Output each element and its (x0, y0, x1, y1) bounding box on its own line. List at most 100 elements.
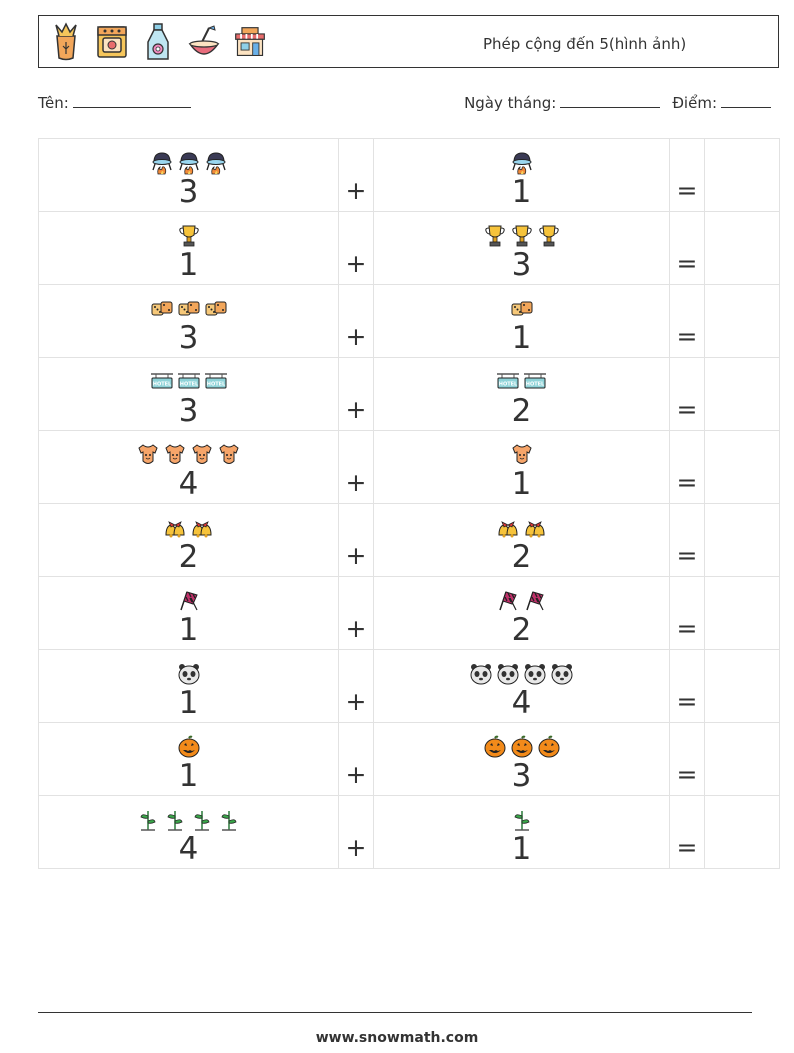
operand-number: 3 (511, 758, 532, 794)
operand-number: 3 (511, 247, 532, 283)
plus-cell: + (338, 211, 374, 285)
answer-box[interactable] (704, 576, 780, 650)
plus-sign: + (345, 468, 367, 497)
name-field[interactable]: Tên: (38, 94, 191, 112)
equals-sign: = (676, 760, 698, 789)
problem-row: HOTEL HOTEL HOTEL 3 + HOTEL HOTEL 2 = (38, 357, 780, 431)
worksheet-header: Phép cộng đến 5(hình ảnh) (38, 15, 779, 68)
equals-cell: = (669, 576, 705, 650)
picture-group (39, 296, 338, 322)
equals-cell: = (669, 795, 705, 869)
operand-b-cell: 3 (373, 211, 670, 285)
panda-icon (550, 661, 574, 687)
answer-box[interactable] (704, 211, 780, 285)
answer-box[interactable] (704, 138, 780, 212)
header-icons (49, 21, 267, 63)
picture-group (374, 223, 669, 249)
equals-sign: = (676, 614, 698, 643)
student-info-row: Tên: Ngày tháng: Điểm: (38, 94, 779, 116)
sprout-icon (217, 807, 241, 833)
footer-url[interactable]: www.snowmath.com (315, 1030, 479, 1046)
operand-number: 2 (178, 539, 199, 575)
answer-box[interactable] (704, 722, 780, 796)
operand-b-cell: HOTEL HOTEL 2 (373, 357, 670, 431)
operand-number: 4 (178, 466, 199, 502)
plus-cell: + (338, 722, 374, 796)
mixing-bowl-icon (187, 22, 221, 62)
picture-group (39, 588, 338, 614)
name-blank-line[interactable] (72, 94, 191, 108)
operand-b-cell: 1 (373, 795, 670, 869)
panda-icon (496, 661, 520, 687)
picture-group (39, 661, 338, 687)
answer-box[interactable] (704, 430, 780, 504)
trophy-icon (537, 223, 561, 249)
picture-group (374, 661, 669, 687)
baby-onesie-icon (510, 442, 534, 468)
picture-group (374, 515, 669, 541)
equals-sign: = (676, 176, 698, 205)
problem-row: 1 +3 = (38, 211, 780, 285)
answer-box[interactable] (704, 503, 780, 577)
operand-a-cell: 1 (38, 722, 339, 796)
shop-icon (233, 22, 267, 62)
plus-sign: + (345, 395, 367, 424)
answer-box[interactable] (704, 284, 780, 358)
panda-icon (177, 661, 201, 687)
sprout-icon (136, 807, 160, 833)
baby-onesie-icon (136, 442, 160, 468)
answer-box[interactable] (704, 357, 780, 431)
trophy-icon (510, 223, 534, 249)
equals-sign: = (676, 249, 698, 278)
operand-number: 1 (511, 174, 532, 210)
picture-group (374, 588, 669, 614)
date-blank-line[interactable] (560, 94, 661, 108)
svg-text:HOTEL: HOTEL (206, 382, 225, 388)
svg-text:HOTEL: HOTEL (499, 382, 518, 388)
baby-onesie-icon (190, 442, 214, 468)
worksheet-title: Phép cộng đến 5(hình ảnh) (483, 35, 687, 53)
operand-number: 4 (178, 831, 199, 867)
plus-cell: + (338, 503, 374, 577)
plus-cell: + (338, 430, 374, 504)
plus-cell: + (338, 649, 374, 723)
plus-sign: + (345, 760, 367, 789)
picture-group (39, 734, 338, 760)
dice-icon (177, 296, 201, 322)
picture-group (374, 734, 669, 760)
picture-group (39, 442, 338, 468)
hotel-sign-icon: HOTEL (204, 369, 228, 395)
checkered-flags-icon (177, 588, 201, 614)
answer-box[interactable] (704, 795, 780, 869)
sprout-icon (163, 807, 187, 833)
equals-cell: = (669, 357, 705, 431)
trophy-icon (483, 223, 507, 249)
operand-number: 3 (178, 320, 199, 356)
name-label: Tên: (38, 94, 69, 112)
equals-sign: = (676, 395, 698, 424)
score-blank-line[interactable] (721, 94, 771, 108)
cauldron-icon (510, 150, 534, 176)
milk-bottle-icon (141, 22, 175, 62)
bells-icon (523, 515, 547, 541)
picture-group: HOTEL HOTEL (374, 369, 669, 395)
operand-number: 1 (178, 612, 199, 648)
picture-group (374, 150, 669, 176)
operand-a-cell: 2 (38, 503, 339, 577)
checkered-flags-icon (496, 588, 520, 614)
date-label: Ngày tháng: (464, 94, 557, 112)
score-label: Điểm: (672, 94, 717, 112)
cauldron-icon (177, 150, 201, 176)
dice-icon (510, 296, 534, 322)
hotel-sign-icon: HOTEL (150, 369, 174, 395)
wheat-sack-icon (49, 22, 83, 62)
answer-box[interactable] (704, 649, 780, 723)
operand-number: 1 (178, 758, 199, 794)
date-score-fields: Ngày tháng: Điểm: (464, 94, 771, 112)
problem-row: 4 +1 = (38, 795, 780, 869)
plus-sign: + (345, 541, 367, 570)
plus-sign: + (345, 249, 367, 278)
bells-icon (190, 515, 214, 541)
cauldron-icon (150, 150, 174, 176)
sprout-icon (190, 807, 214, 833)
